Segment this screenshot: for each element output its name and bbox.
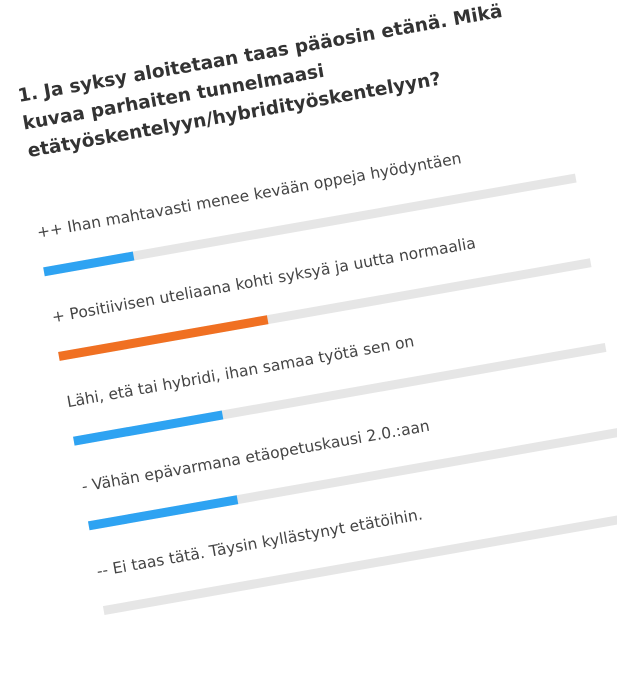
result-bar-fill: [58, 315, 269, 361]
option-label: ++ Ihan mahtavasti menee kevään oppeja h…: [35, 149, 463, 242]
result-bar-fill: [73, 410, 224, 446]
result-bar-fill: [87, 495, 239, 531]
result-bar-fill: [102, 606, 105, 615]
result-bar-fill: [43, 251, 135, 277]
question-title: 1. Ja syksy aloitetaan taas pääosin etän…: [16, 0, 504, 163]
